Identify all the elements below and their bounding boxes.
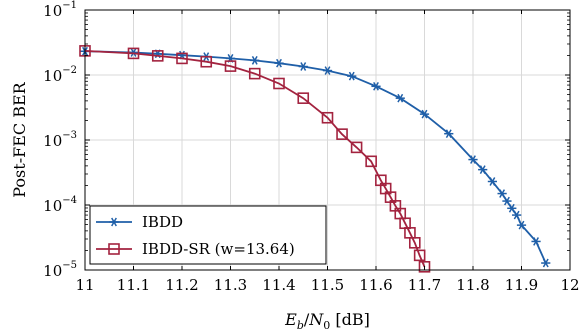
x-tick-label: 11.4 [262, 276, 295, 294]
y-tick-base: 10 [43, 67, 62, 85]
y-axis-title: Post-FEC BER [10, 81, 29, 197]
y-tick-base: 10 [43, 132, 62, 150]
data-point [419, 109, 430, 119]
data-point [248, 67, 261, 80]
legend-label: IBDD-SR (w=13.64) [142, 240, 295, 258]
y-tick-label: 10−2 [43, 65, 77, 85]
x-axis-title-unit: [dB] [330, 310, 370, 329]
data-point [176, 52, 188, 65]
x-axis-title-zero: 0 [323, 319, 330, 332]
x-tick-label: 11.9 [505, 276, 538, 294]
series-line [84, 50, 426, 268]
data-point [487, 177, 497, 186]
y-tick-exponent: −5 [62, 260, 77, 271]
data-point [516, 220, 527, 230]
data-point [408, 237, 421, 249]
y-tick-exponent: −1 [62, 0, 77, 11]
x-axis-title-e: E [284, 310, 297, 329]
data-point [418, 261, 431, 273]
y-tick-base: 10 [43, 262, 62, 280]
y-tick-base: 10 [43, 197, 62, 215]
x-tick-label: 11.1 [117, 276, 150, 294]
legend-entry: IBDD-SR (w=13.64) [96, 240, 295, 258]
axis-ticks: 11 11.1 11.2 11.3 11.4 11.5 11.6 11.7 11.8 11.9 12… [43, 0, 579, 294]
y-tick-base: 10 [43, 2, 62, 20]
data-point [127, 47, 140, 60]
x-axis-title-slash: / [304, 310, 310, 329]
data-point [298, 62, 308, 71]
legend-label: IBDD [142, 213, 183, 231]
data-point [322, 66, 333, 75]
data-point [365, 155, 377, 168]
x-tick-label: 11.7 [408, 276, 441, 294]
data-point [321, 111, 334, 124]
data-point [200, 55, 213, 68]
x-tick-label: 11 [75, 276, 94, 294]
legend-marker [108, 243, 120, 255]
legend-marker [109, 217, 119, 227]
data-point [468, 155, 478, 164]
y-tick-exponent: −3 [62, 130, 77, 141]
data-point [371, 81, 381, 91]
data-point [395, 93, 405, 103]
legend-entry: IBDD [96, 213, 183, 231]
data-point [224, 60, 237, 72]
x-tick-label: 11.8 [456, 276, 489, 294]
data-point [413, 249, 426, 262]
data-point [347, 71, 357, 81]
y-tick-exponent: −2 [62, 65, 77, 76]
y-tick-label: 10−3 [43, 130, 77, 150]
x-tick-label: 11.2 [165, 276, 198, 294]
x-tick-label: 11.6 [359, 276, 392, 294]
data-point [336, 128, 348, 140]
data-point [502, 196, 512, 206]
series-2 [79, 45, 431, 273]
data-point [507, 203, 517, 213]
plot-series [79, 45, 551, 273]
data-point [151, 50, 164, 62]
x-tick-label: 11.5 [311, 276, 344, 294]
legend-box [89, 205, 327, 265]
data-point [531, 237, 541, 246]
data-point [273, 77, 285, 90]
y-tick-label: 10−5 [43, 260, 77, 280]
y-tick-label: 10−1 [43, 0, 77, 20]
data-point [512, 210, 522, 220]
y-tick-exponent: −4 [62, 195, 77, 206]
data-point [274, 58, 284, 68]
x-tick-label: 11.3 [214, 276, 247, 294]
y-tick-label: 10−4 [43, 195, 77, 215]
legend: IBDD IBDD-SR (w=13.64) [89, 205, 327, 265]
data-point [350, 141, 363, 154]
x-axis-title-n: N [308, 310, 324, 329]
x-axis-title-b: b [297, 319, 304, 332]
x-tick-label: 12 [560, 276, 579, 294]
data-point [444, 129, 454, 139]
data-point [541, 258, 551, 268]
data-point [250, 55, 260, 65]
data-point [478, 165, 488, 174]
x-axis-title: Eb/N0 [dB] [284, 310, 370, 332]
data-point [297, 92, 310, 104]
data-point [497, 189, 507, 198]
